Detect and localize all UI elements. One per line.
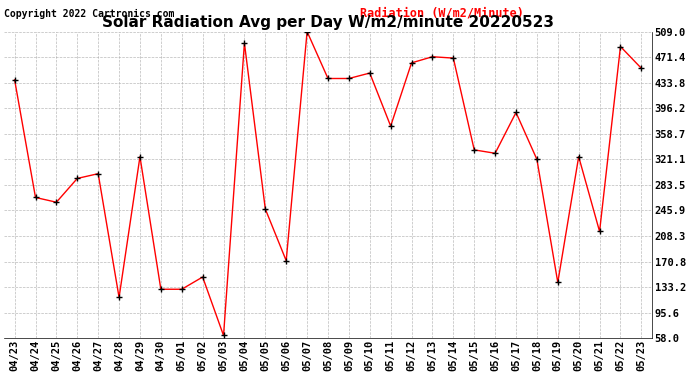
Text: Copyright 2022 Cartronics.com: Copyright 2022 Cartronics.com — [4, 9, 175, 20]
Text: Radiation (W/m2/Minute): Radiation (W/m2/Minute) — [360, 6, 524, 20]
Title: Solar Radiation Avg per Day W/m2/minute 20220523: Solar Radiation Avg per Day W/m2/minute … — [102, 15, 554, 30]
